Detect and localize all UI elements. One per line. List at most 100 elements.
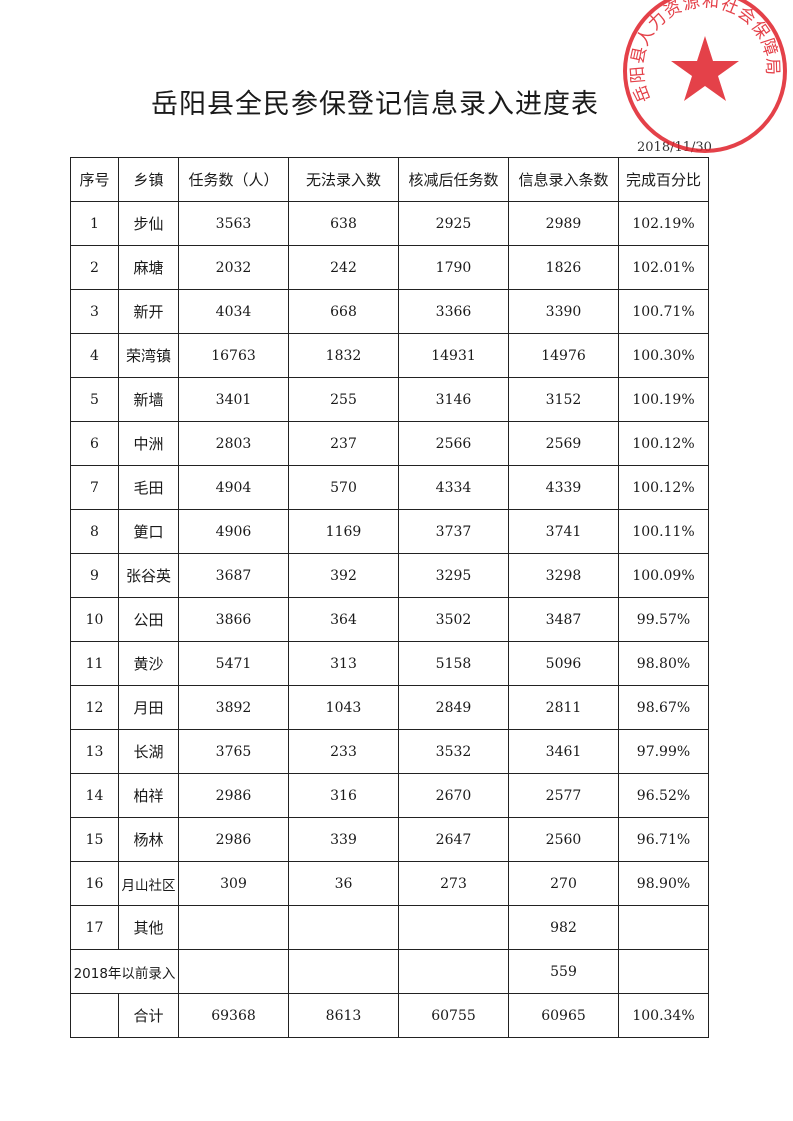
cell-unable: 570 <box>288 465 399 510</box>
cell-no: 11 <box>70 641 119 686</box>
cell-no: 6 <box>70 421 119 466</box>
table-row: 7 毛田 4904 570 4334 4339 100.12% <box>70 465 709 510</box>
cell-adjusted: 3532 <box>398 729 509 774</box>
cell-task: 69368 <box>178 993 289 1038</box>
cell-town: 月田 <box>118 685 179 730</box>
cell-pct: 98.67% <box>618 685 709 730</box>
cell-task: 3401 <box>178 377 289 422</box>
cell-adjusted: 4334 <box>398 465 509 510</box>
cell-town: 公田 <box>118 597 179 642</box>
official-seal: 岳阳县人力资源和社会保障局 <box>623 0 787 153</box>
cell-pct <box>618 905 709 950</box>
page-title: 岳阳县全民参保登记信息录入进度表 <box>151 89 599 120</box>
header-task: 任务数（人） <box>178 157 289 202</box>
cell-town: 杨林 <box>118 817 179 862</box>
cell-town: 荣湾镇 <box>118 333 179 378</box>
cell-adjusted <box>398 905 509 950</box>
date-label: 2018/11/30 <box>637 140 712 155</box>
progress-table: 序号 乡镇 任务数（人） 无法录入数 核减后任务数 信息录入条数 完成百分比 1… <box>70 157 709 1038</box>
cell-no: 14 <box>70 773 119 818</box>
cell-unable: 255 <box>288 377 399 422</box>
cell-adjusted: 5158 <box>398 641 509 686</box>
cell-label: 合计 <box>118 993 179 1038</box>
cell-pct: 102.19% <box>618 201 709 246</box>
cell-adjusted: 14931 <box>398 333 509 378</box>
table-row: 10 公田 3866 364 3502 3487 99.57% <box>70 597 709 642</box>
cell-entered: 982 <box>508 905 619 950</box>
table-row: 14 柏祥 2986 316 2670 2577 96.52% <box>70 773 709 818</box>
header-percent: 完成百分比 <box>618 157 709 202</box>
header-no: 序号 <box>70 157 119 202</box>
header-unable: 无法录入数 <box>288 157 399 202</box>
cell-entered: 3298 <box>508 553 619 598</box>
cell-task: 16763 <box>178 333 289 378</box>
cell-adjusted: 2670 <box>398 773 509 818</box>
cell-adjusted: 2849 <box>398 685 509 730</box>
cell-pct: 100.34% <box>618 993 709 1038</box>
cell-task: 309 <box>178 861 289 906</box>
cell-adjusted: 3366 <box>398 289 509 334</box>
header-row: 序号 乡镇 任务数（人） 无法录入数 核减后任务数 信息录入条数 完成百分比 <box>70 157 709 202</box>
cell-task: 5471 <box>178 641 289 686</box>
table-row: 3 新开 4034 668 3366 3390 100.71% <box>70 289 709 334</box>
cell-unable: 668 <box>288 289 399 334</box>
cell-task: 3892 <box>178 685 289 730</box>
cell-no: 17 <box>70 905 119 950</box>
cell-entered: 2811 <box>508 685 619 730</box>
cell-entered: 3461 <box>508 729 619 774</box>
cell-no: 1 <box>70 201 119 246</box>
cell-pct: 102.01% <box>618 245 709 290</box>
cell-empty <box>398 949 509 994</box>
cell-town: 柏祥 <box>118 773 179 818</box>
cell-town: 筻口 <box>118 509 179 554</box>
cell-pct: 98.90% <box>618 861 709 906</box>
cell-entered: 2560 <box>508 817 619 862</box>
cell-town: 其他 <box>118 905 179 950</box>
cell-no: 2 <box>70 245 119 290</box>
cell-pct: 100.11% <box>618 509 709 554</box>
cell-entered: 3487 <box>508 597 619 642</box>
cell-unable: 339 <box>288 817 399 862</box>
cell-adjusted: 273 <box>398 861 509 906</box>
table-row: 15 杨林 2986 339 2647 2560 96.71% <box>70 817 709 862</box>
cell-empty <box>178 949 289 994</box>
cell-adjusted: 2566 <box>398 421 509 466</box>
cell-empty <box>70 993 119 1038</box>
cell-empty <box>288 949 399 994</box>
cell-town: 中洲 <box>118 421 179 466</box>
cell-no: 12 <box>70 685 119 730</box>
cell-town: 黄沙 <box>118 641 179 686</box>
cell-entered: 4339 <box>508 465 619 510</box>
cell-town: 月山社区 <box>118 861 179 906</box>
cell-town: 步仙 <box>118 201 179 246</box>
table-row: 4 荣湾镇 16763 1832 14931 14976 100.30% <box>70 333 709 378</box>
table-row: 17 其他 982 <box>70 905 709 950</box>
cell-task: 2803 <box>178 421 289 466</box>
table-row: 5 新墙 3401 255 3146 3152 100.19% <box>70 377 709 422</box>
cell-pct: 100.71% <box>618 289 709 334</box>
cell-no: 7 <box>70 465 119 510</box>
table-row: 11 黄沙 5471 313 5158 5096 98.80% <box>70 641 709 686</box>
table-row: 2 麻塘 2032 242 1790 1826 102.01% <box>70 245 709 290</box>
cell-pct: 100.12% <box>618 465 709 510</box>
cell-unable <box>288 905 399 950</box>
cell-entered: 3741 <box>508 509 619 554</box>
table-row: 13 长湖 3765 233 3532 3461 97.99% <box>70 729 709 774</box>
table-row: 6 中洲 2803 237 2566 2569 100.12% <box>70 421 709 466</box>
cell-no: 15 <box>70 817 119 862</box>
cell-town: 麻塘 <box>118 245 179 290</box>
cell-no: 8 <box>70 509 119 554</box>
cell-unable: 392 <box>288 553 399 598</box>
cell-entered: 2577 <box>508 773 619 818</box>
cell-task: 3563 <box>178 201 289 246</box>
cell-no: 9 <box>70 553 119 598</box>
cell-entered: 559 <box>508 949 619 994</box>
cell-town: 长湖 <box>118 729 179 774</box>
cell-no: 13 <box>70 729 119 774</box>
cell-entered: 2989 <box>508 201 619 246</box>
cell-unable: 316 <box>288 773 399 818</box>
cell-task: 4034 <box>178 289 289 334</box>
cell-entered: 2569 <box>508 421 619 466</box>
cell-entered: 1826 <box>508 245 619 290</box>
cell-unable: 36 <box>288 861 399 906</box>
